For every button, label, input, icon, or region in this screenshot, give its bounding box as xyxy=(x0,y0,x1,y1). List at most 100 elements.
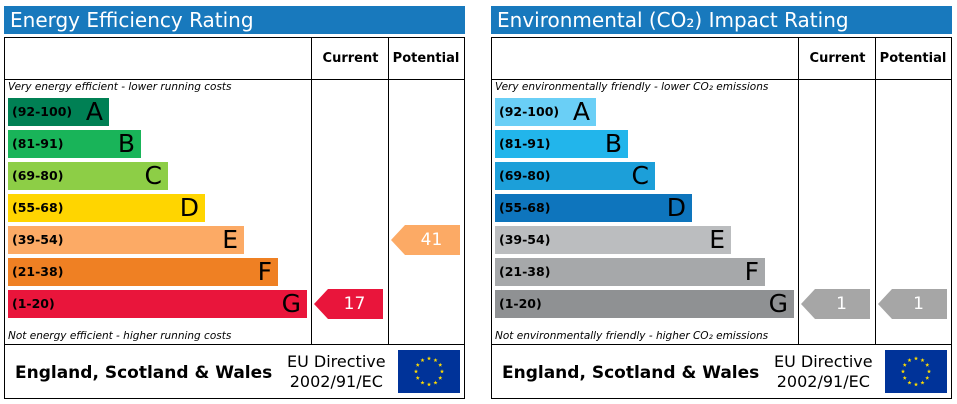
top-note: Very energy efficient - lower running co… xyxy=(8,81,232,93)
eu-star xyxy=(920,358,925,363)
column-header-potential: Potential xyxy=(879,51,947,66)
column-header-current: Current xyxy=(322,51,379,66)
band-range-label: (81-91) xyxy=(12,136,64,151)
band-range-label: (55-68) xyxy=(499,200,551,215)
eu-star xyxy=(925,362,930,367)
bottom-note: Not energy efficient - higher running co… xyxy=(8,330,232,342)
divider xyxy=(5,79,464,80)
band-range-label: (39-54) xyxy=(12,232,64,247)
band-letter: C xyxy=(144,161,162,190)
band-letter: G xyxy=(768,289,788,318)
divider xyxy=(5,344,464,345)
eu-flag-icon xyxy=(398,350,460,393)
divider xyxy=(875,38,876,344)
rating-band-c: (69-80) C xyxy=(8,162,168,190)
eu-flag-icon xyxy=(885,350,947,393)
rating-band-d: (55-68) D xyxy=(8,194,205,222)
directive-line-2: 2002/91/EC xyxy=(776,372,870,391)
eu-star xyxy=(902,362,907,367)
eu-star xyxy=(413,369,419,374)
current-rating-arrow-shape xyxy=(801,289,870,319)
rating-band-e: (39-54) E xyxy=(495,226,731,254)
band-letter: D xyxy=(179,193,199,222)
rating-table: Current Potential Very environmentally f… xyxy=(491,37,952,399)
divider xyxy=(492,79,951,80)
eu-star xyxy=(913,356,919,361)
current-rating-value: 1 xyxy=(836,294,847,314)
footer-directive: EU Directive 2002/91/EC xyxy=(774,352,873,392)
band-letter: E xyxy=(709,225,725,254)
panel-title: Environmental (CO₂) Impact Rating xyxy=(491,6,952,34)
directive-line-1: EU Directive xyxy=(287,352,386,371)
eu-star xyxy=(439,369,445,374)
directive-line-1: EU Directive xyxy=(774,352,873,371)
eu-star xyxy=(438,362,443,367)
energy-efficiency-panel: Energy Efficiency Rating Current Potenti… xyxy=(4,0,465,400)
potential-rating-value: 41 xyxy=(420,230,443,250)
band-letter: B xyxy=(117,129,135,158)
column-header-current: Current xyxy=(809,51,866,66)
current-rating-arrow-shape xyxy=(314,289,383,319)
rating-band-f: (21-38) F xyxy=(495,258,765,286)
eu-star xyxy=(426,382,432,387)
eu-star xyxy=(415,362,420,367)
rating-band-c: (69-80) C xyxy=(495,162,655,190)
panel-title: Energy Efficiency Rating xyxy=(4,6,465,34)
eu-star xyxy=(420,380,425,385)
divider xyxy=(798,38,799,344)
rating-band-d: (55-68) D xyxy=(495,194,692,222)
eu-star xyxy=(926,369,932,374)
band-letter: C xyxy=(631,161,649,190)
band-range-label: (39-54) xyxy=(499,232,551,247)
band-letter: B xyxy=(604,129,622,158)
eu-star xyxy=(415,375,420,380)
eu-star xyxy=(426,356,432,361)
eu-star xyxy=(900,369,906,374)
rating-band-e: (39-54) E xyxy=(8,226,244,254)
band-letter: F xyxy=(257,257,272,286)
band-letter: A xyxy=(85,97,103,126)
footer-directive: EU Directive 2002/91/EC xyxy=(287,352,386,392)
band-range-label: (92-100) xyxy=(12,104,73,119)
band-letter: F xyxy=(744,257,759,286)
band-range-label: (69-80) xyxy=(12,168,64,183)
rating-band-g: (1-20) G xyxy=(495,290,794,318)
eu-star xyxy=(433,358,438,363)
environmental-impact-panel: Environmental (CO₂) Impact Rating Curren… xyxy=(491,0,952,400)
footer-region: England, Scotland & Wales xyxy=(15,363,273,383)
rating-band-a: (92-100) A xyxy=(8,98,109,126)
column-header-potential: Potential xyxy=(392,51,460,66)
eu-star xyxy=(920,380,925,385)
eu-star xyxy=(433,380,438,385)
eu-star xyxy=(913,382,919,387)
eu-star xyxy=(907,358,912,363)
eu-star xyxy=(902,375,907,380)
rating-band-g: (1-20) G xyxy=(8,290,307,318)
footer-region: England, Scotland & Wales xyxy=(502,363,760,383)
eu-star xyxy=(925,375,930,380)
eu-star xyxy=(420,358,425,363)
current-rating-value: 17 xyxy=(343,294,366,314)
potential-rating-arrow-shape xyxy=(391,225,460,255)
bottom-note: Not environmentally friendly - higher CO… xyxy=(495,330,769,342)
band-letter: G xyxy=(281,289,301,318)
band-range-label: (81-91) xyxy=(499,136,551,151)
top-note: Very environmentally friendly - lower CO… xyxy=(495,81,769,93)
potential-rating-arrow: 41 xyxy=(391,225,460,255)
divider xyxy=(311,38,312,344)
rating-table: Current Potential Very energy efficient … xyxy=(4,37,465,399)
rating-band-b: (81-91) B xyxy=(495,130,628,158)
band-range-label: (55-68) xyxy=(12,200,64,215)
divider xyxy=(388,38,389,344)
current-rating-arrow: 1 xyxy=(801,289,870,319)
band-letter: A xyxy=(572,97,590,126)
band-range-label: (21-38) xyxy=(12,264,64,279)
rating-band-a: (92-100) A xyxy=(495,98,596,126)
band-range-label: (21-38) xyxy=(499,264,551,279)
divider xyxy=(492,344,951,345)
band-letter: D xyxy=(666,193,686,222)
potential-rating-value: 1 xyxy=(913,294,924,314)
band-range-label: (92-100) xyxy=(499,104,560,119)
potential-rating-arrow: 1 xyxy=(878,289,947,319)
rating-band-b: (81-91) B xyxy=(8,130,141,158)
